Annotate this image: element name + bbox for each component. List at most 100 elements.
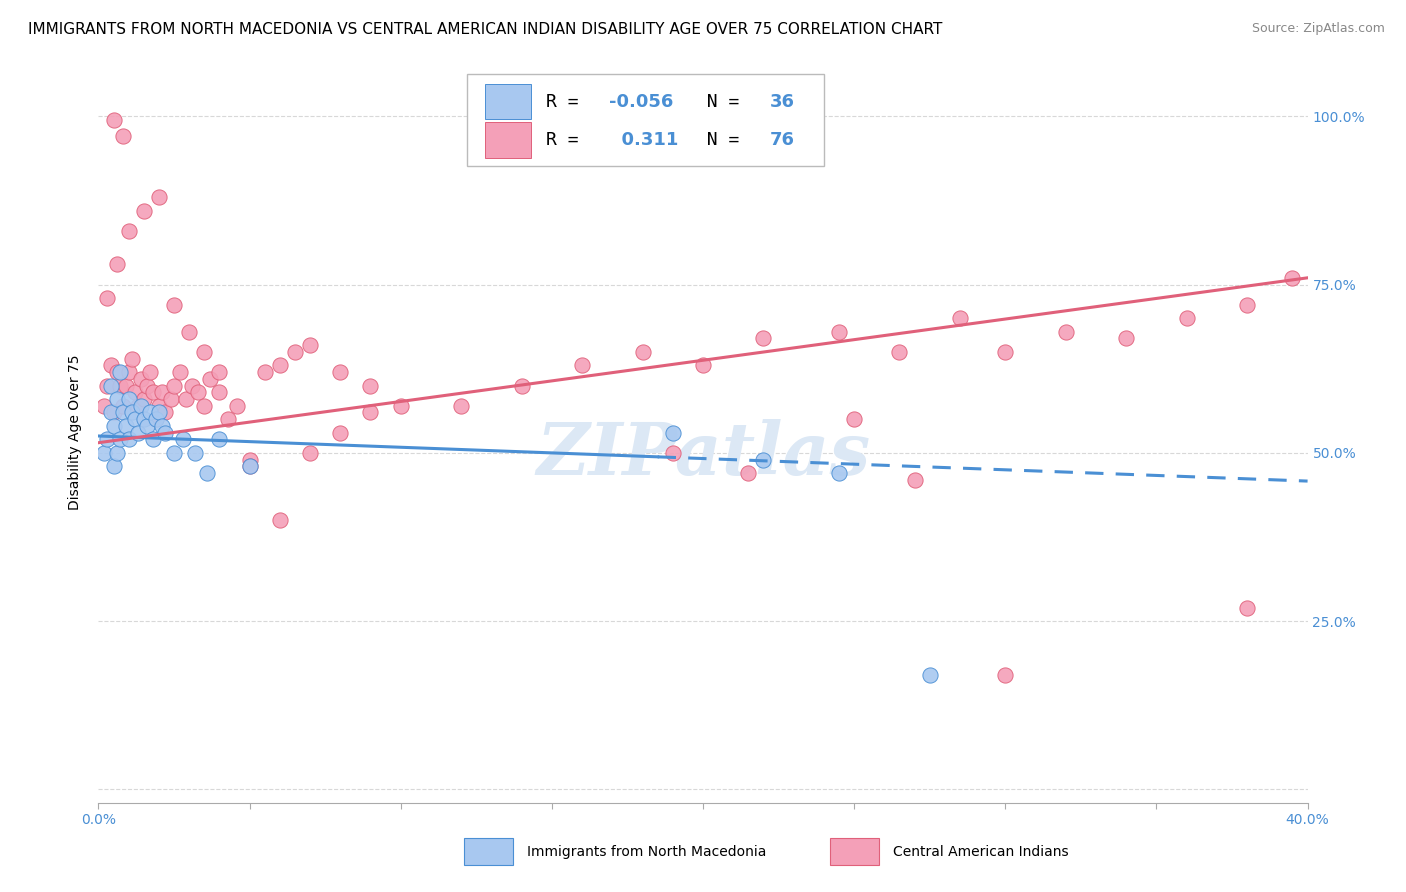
Point	[193, 399, 215, 413]
Point	[93, 446, 115, 460]
Point	[108, 378, 131, 392]
Point	[172, 433, 194, 447]
Point	[1281, 270, 1303, 285]
Point	[118, 433, 141, 447]
Point	[269, 513, 291, 527]
Point	[124, 385, 146, 400]
Point	[105, 257, 128, 271]
Point	[105, 446, 128, 460]
Point	[193, 344, 215, 359]
Point	[163, 298, 186, 312]
Point	[844, 412, 866, 426]
Point	[360, 378, 382, 392]
Point	[118, 392, 141, 406]
Point	[181, 378, 204, 392]
Point	[100, 405, 122, 419]
Point	[142, 385, 165, 400]
Point	[105, 365, 128, 379]
Point	[135, 378, 157, 392]
Point	[918, 668, 941, 682]
Point	[1175, 311, 1198, 326]
Point	[217, 412, 239, 426]
Point	[103, 459, 125, 474]
Point	[828, 466, 851, 480]
Point	[124, 412, 146, 426]
Point	[661, 425, 683, 440]
Point	[1115, 331, 1137, 345]
Point	[1054, 325, 1077, 339]
Text: R =: R =	[546, 131, 589, 149]
Point	[208, 385, 231, 400]
Bar	[485, 122, 531, 158]
Text: -0.056: -0.056	[609, 93, 673, 111]
Point	[108, 433, 131, 447]
Point	[148, 190, 170, 204]
Point	[103, 418, 125, 433]
Point	[450, 399, 472, 413]
Point	[139, 405, 162, 419]
Point	[127, 425, 149, 440]
Point	[208, 433, 231, 447]
Point	[103, 112, 125, 127]
Point	[148, 399, 170, 413]
Text: 0.311: 0.311	[609, 131, 678, 149]
Point	[208, 365, 231, 379]
Point	[692, 359, 714, 373]
Point	[661, 446, 683, 460]
Point	[129, 372, 152, 386]
Bar	[467, 73, 824, 166]
Point	[571, 359, 593, 373]
Text: Immigrants from North Macedonia: Immigrants from North Macedonia	[527, 845, 766, 859]
Point	[239, 452, 262, 467]
Point	[127, 399, 149, 413]
Point	[139, 365, 162, 379]
Point	[360, 405, 382, 419]
Point	[142, 433, 165, 447]
Point	[114, 418, 136, 433]
Y-axis label: Disability Age Over 75: Disability Age Over 75	[69, 355, 83, 510]
Point	[631, 344, 654, 359]
Point	[96, 378, 118, 392]
Point	[994, 668, 1017, 682]
Text: N =: N =	[685, 93, 751, 111]
Point	[184, 446, 207, 460]
Point	[135, 418, 157, 433]
Point	[253, 365, 276, 379]
Point	[239, 459, 262, 474]
Point	[200, 372, 222, 386]
Text: 36: 36	[769, 93, 794, 111]
Bar	[485, 84, 531, 120]
Point	[163, 446, 186, 460]
Point	[1236, 298, 1258, 312]
Point	[100, 359, 122, 373]
Text: 76: 76	[769, 131, 794, 149]
Point	[187, 385, 209, 400]
Point	[329, 425, 352, 440]
Text: Source: ZipAtlas.com: Source: ZipAtlas.com	[1251, 22, 1385, 36]
Point	[1236, 600, 1258, 615]
Point	[153, 425, 176, 440]
Point	[103, 405, 125, 419]
Point	[752, 452, 775, 467]
Text: ZIPatlas: ZIPatlas	[536, 419, 870, 491]
Point	[148, 405, 170, 419]
Point	[132, 412, 155, 426]
Point	[889, 344, 911, 359]
Point	[121, 405, 143, 419]
Point	[111, 129, 134, 144]
Point	[153, 405, 176, 419]
Point	[132, 203, 155, 218]
Point	[226, 399, 249, 413]
Point	[129, 399, 152, 413]
Point	[163, 378, 186, 392]
Point	[737, 466, 759, 480]
Point	[150, 385, 173, 400]
Point	[96, 433, 118, 447]
Point	[169, 365, 191, 379]
Point	[145, 412, 167, 426]
Point	[299, 446, 322, 460]
Point	[121, 351, 143, 366]
Point	[994, 344, 1017, 359]
Point	[114, 378, 136, 392]
Point	[299, 338, 322, 352]
